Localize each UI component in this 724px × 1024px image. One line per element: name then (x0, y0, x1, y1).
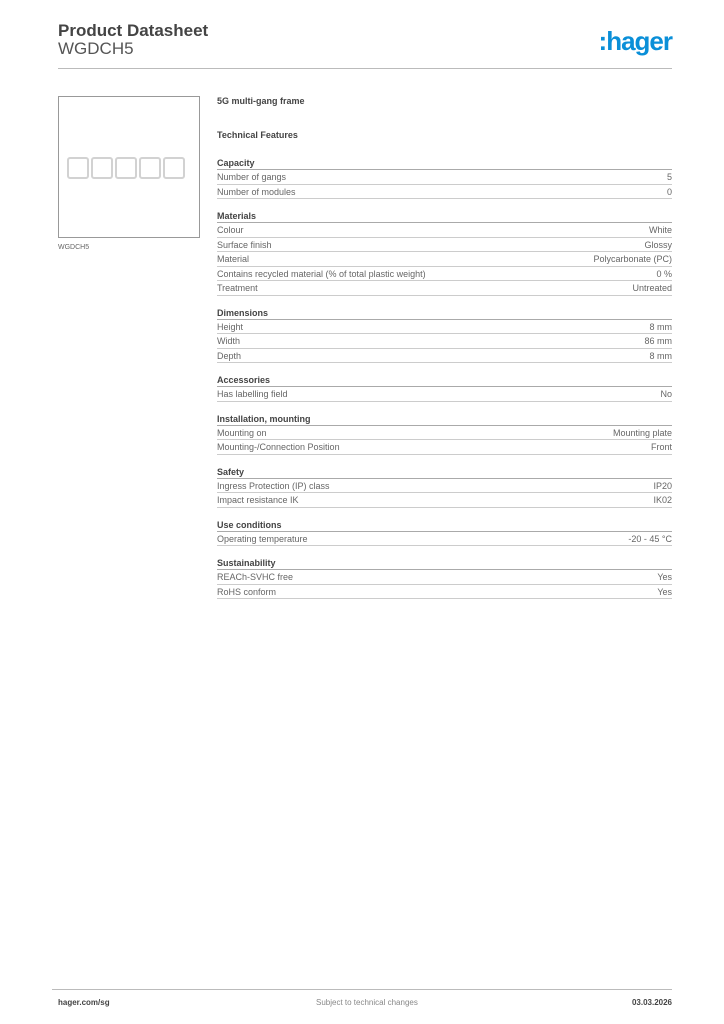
gang-slot (139, 157, 161, 179)
spec-label: Mounting-/Connection Position (217, 442, 340, 452)
spec-row: Ingress Protection (IP) class IP20 (217, 479, 672, 493)
footer-date: 03.03.2026 (631, 998, 672, 1007)
spec-value: White (648, 225, 672, 235)
section-heading: Safety (217, 464, 672, 479)
spec-value: 86 mm (644, 336, 672, 346)
spec-value: 5 (666, 172, 672, 182)
technical-features-heading: Technical Features (217, 130, 298, 140)
spec-row: Treatment Untreated (217, 281, 672, 296)
spec-value: IK02 (653, 495, 672, 505)
spec-label: Material (217, 254, 250, 264)
spec-row: Mounting-/Connection Position Front (217, 440, 672, 455)
spec-row: Number of gangs 5 (217, 170, 672, 185)
spec-row: Colour White (217, 223, 672, 238)
spec-value: Glossy (644, 239, 672, 250)
spec-row: Surface finish Glossy (217, 238, 672, 252)
spec-row: Number of modules 0 (217, 185, 672, 199)
spec-section: Use conditions Operating temperature -20 -… (217, 517, 672, 546)
image-caption: WGDCH5 (58, 244, 90, 251)
spec-value: 8 mm (649, 350, 673, 361)
gang-slot (115, 157, 137, 179)
spec-value: 8 mm (649, 321, 673, 332)
spec-content: 5G multi-gang frame Technical Features C… (217, 96, 672, 608)
spec-label: Height (217, 321, 244, 332)
spec-label: Depth (217, 350, 242, 361)
spec-value: Untreated (632, 283, 672, 293)
product-description: 5G multi-gang frame (217, 96, 305, 106)
gang-slot (67, 157, 89, 179)
spec-section: Sustainability REACh-SVHC free Yes RoHS con… (217, 555, 672, 599)
spec-section: Dimensions Height 8 mm Width 86 mm Depth 8 mm (217, 305, 673, 363)
spec-value: Mounting plate (612, 427, 672, 438)
spec-label: Contains recycled material (% of total p… (217, 268, 426, 279)
spec-label: Number of gangs (217, 172, 287, 182)
spec-row: Depth 8 mm (217, 349, 673, 363)
spec-label: Operating temperature (217, 533, 308, 544)
spec-value: Front (650, 442, 672, 452)
frame-illustration (67, 157, 185, 179)
spec-label: Number of modules (217, 186, 296, 197)
spec-value: No (660, 389, 672, 399)
spec-section: Safety Ingress Protection (IP) class IP20 I… (217, 464, 672, 508)
section-heading: Capacity (217, 155, 672, 170)
spec-label: REACh-SVHC free (217, 572, 294, 582)
footer-notice: Subject to technical changes (316, 998, 418, 1007)
spec-value: Polycarbonate (PC) (593, 254, 672, 264)
product-image (58, 96, 200, 238)
section-heading: Use conditions (217, 517, 672, 532)
spec-row: RoHS conform Yes (217, 585, 672, 599)
section-heading: Installation, mounting (217, 411, 672, 426)
spec-label: Treatment (217, 283, 258, 293)
spec-section: Materials Colour White Surface finish Glossy… (217, 208, 672, 296)
spec-sections: Capacity Number of gangs 5 Number of module… (217, 155, 672, 599)
spec-label: Impact resistance IK (217, 495, 299, 505)
spec-row: REACh-SVHC free Yes (217, 570, 672, 585)
spec-row: Contains recycled material (% of total p… (217, 267, 672, 281)
spec-section: Accessories Has labelling field No (217, 372, 672, 402)
section-heading: Dimensions (217, 305, 672, 320)
spec-label: Colour (217, 225, 244, 235)
spec-row: Width 86 mm (217, 334, 672, 349)
section-heading: Sustainability (217, 555, 672, 570)
header-divider (58, 68, 672, 69)
spec-label: Has labelling field (217, 389, 288, 399)
spec-label: Ingress Protection (IP) class (217, 480, 330, 491)
spec-value: Yes (657, 572, 672, 582)
spec-value: Yes (657, 586, 672, 597)
page-title: Product Datasheet (58, 21, 209, 40)
gang-slot (163, 157, 185, 179)
spec-section: Installation, mounting Mounting on Mountin… (217, 411, 672, 455)
spec-row: Mounting on Mounting plate (217, 426, 672, 440)
spec-label: Mounting on (217, 427, 267, 438)
section-heading: Accessories (217, 372, 672, 387)
footer-website-link[interactable]: hager.com/sg (58, 998, 110, 1007)
hager-logo: :hager (598, 26, 673, 56)
product-code: WGDCH5 (58, 39, 134, 58)
spec-value: IP20 (653, 480, 672, 491)
spec-value: 0 (666, 186, 672, 197)
spec-row: Has labelling field No (217, 387, 672, 402)
spec-row: Material Polycarbonate (PC) (217, 252, 672, 267)
spec-value: -20 - 45 °C (628, 533, 672, 544)
spec-label: RoHS conform (217, 586, 277, 597)
spec-value: 0 % (656, 268, 672, 279)
spec-row: Impact resistance IK IK02 (217, 493, 672, 508)
spec-row: Height 8 mm (217, 320, 673, 334)
spec-label: Surface finish (217, 239, 272, 250)
gang-slot (91, 157, 113, 179)
footer-divider (52, 989, 672, 990)
spec-row: Operating temperature -20 - 45 °C (217, 532, 672, 546)
section-heading: Materials (217, 208, 672, 223)
spec-section: Capacity Number of gangs 5 Number of module… (217, 155, 672, 199)
spec-label: Width (217, 336, 241, 346)
